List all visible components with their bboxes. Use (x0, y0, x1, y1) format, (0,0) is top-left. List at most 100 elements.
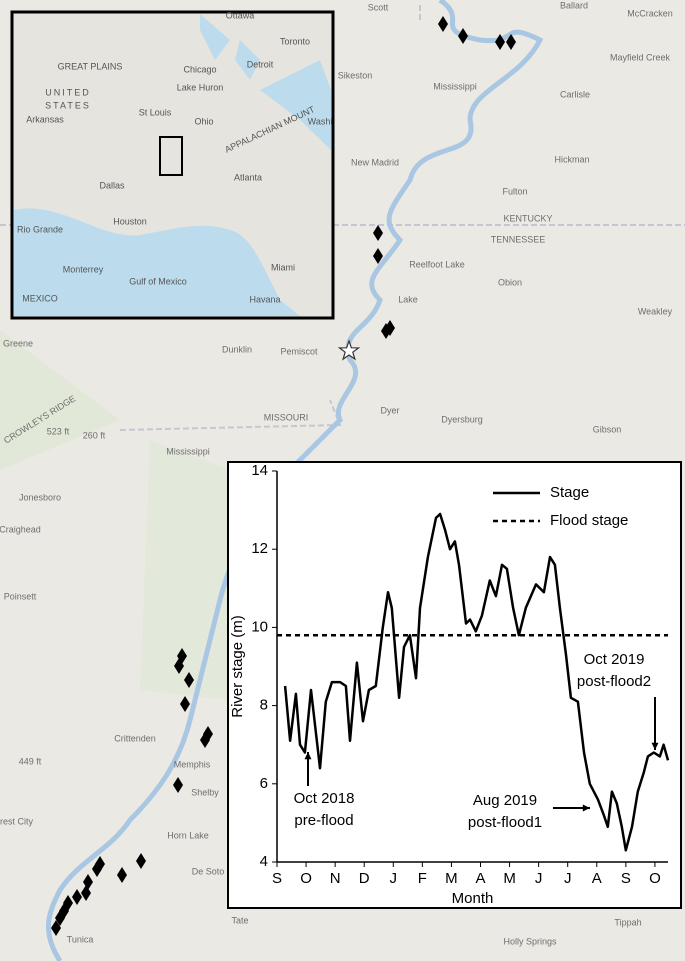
map-label: Mississippi (166, 446, 210, 456)
map-label: Weakley (638, 306, 673, 316)
inset-label: Washi (308, 116, 333, 126)
map-label: Tippah (614, 917, 641, 927)
inset-label: Monterrey (63, 264, 104, 274)
x-tick-label: S (621, 870, 631, 887)
map-label: Scott (368, 2, 389, 12)
x-tick-label: N (330, 870, 341, 887)
map-label: Holly Springs (503, 936, 557, 946)
annotation: Aug 2019 (473, 792, 537, 809)
x-tick-label: O (649, 870, 661, 887)
inset-label: Miami (271, 262, 295, 272)
x-tick-label: M (445, 870, 458, 887)
inset-label: Gulf of Mexico (129, 276, 187, 286)
map-label: Lake (398, 294, 418, 304)
series-line (283, 512, 670, 852)
map-label: Ballard (560, 0, 588, 10)
inset-label: Lake Huron (177, 82, 224, 92)
map-label: Dyer (380, 405, 399, 415)
y-axis-label: River stage (m) (229, 615, 246, 718)
x-tick-label: O (300, 870, 312, 887)
y-tick-label: 12 (251, 540, 268, 557)
site-marker (506, 34, 516, 50)
arrow-head (651, 742, 659, 750)
inset-label: STATES (45, 100, 91, 110)
inset-label: Rio Grande (17, 224, 63, 234)
inset-label: Arkansas (26, 114, 64, 124)
map-label: Mayfield Creek (610, 52, 671, 62)
annotation: pre-flood (294, 812, 353, 829)
site-marker (72, 889, 82, 905)
map-label: Craighead (0, 524, 41, 534)
map-label: Fulton (502, 186, 527, 196)
site-marker (373, 225, 383, 241)
inset-label: Houston (113, 216, 147, 226)
map-label: McCracken (627, 8, 673, 18)
inset-label: St Louis (139, 107, 172, 117)
arrow-head (582, 804, 590, 812)
annotation: Oct 2019 (584, 651, 645, 668)
state-border (0, 5, 685, 431)
map-label: New Madrid (351, 157, 399, 167)
map-label: KENTUCKY (503, 213, 552, 223)
site-marker (51, 920, 61, 936)
site-marker (184, 672, 194, 688)
site-marker (174, 658, 184, 674)
inset-label: Havana (249, 294, 280, 304)
map-label: Hickman (554, 154, 589, 164)
map-label: Horn Lake (167, 830, 209, 840)
map-label: Jonesboro (19, 492, 61, 502)
map-label: rrest City (0, 816, 34, 826)
annotation: post-flood1 (468, 814, 542, 831)
inset-label: GREAT PLAINS (58, 61, 123, 71)
map-label: Pemiscot (280, 346, 318, 356)
map-label: Memphis (174, 759, 211, 769)
map-label: Dyersburg (441, 414, 483, 424)
map-label: Tate (231, 915, 248, 925)
study-area-box (159, 136, 183, 176)
inset-label: Ohio (194, 116, 213, 126)
land-patch (0, 330, 120, 470)
x-tick-label: F (418, 870, 427, 887)
map-label: 260 ft (83, 430, 106, 440)
map-label: 449 ft (19, 756, 42, 766)
x-tick-label: S (272, 870, 282, 887)
site-marker (180, 696, 190, 712)
map-label: MISSOURI (264, 412, 309, 422)
land-patch (140, 440, 230, 700)
site-marker (117, 867, 127, 883)
map-label: Tunica (67, 934, 94, 944)
annotation: Oct 2018 (294, 790, 355, 807)
map-label: Carlisle (560, 89, 590, 99)
x-tick-label: D (359, 870, 370, 887)
map-label: Dunklin (222, 344, 252, 354)
y-tick-label: 8 (260, 697, 268, 714)
x-tick-label: J (535, 870, 543, 887)
annotation: post-flood2 (577, 673, 651, 690)
site-marker (495, 34, 505, 50)
map-label: TENNESSEE (491, 234, 546, 244)
x-tick-label: A (592, 870, 602, 887)
inset-label: Detroit (247, 59, 274, 69)
x-tick-label: A (475, 870, 485, 887)
site-marker (385, 320, 395, 336)
inset-label: Atlanta (234, 172, 262, 182)
map-label: Gibson (593, 424, 622, 434)
map-label: Sikeston (338, 70, 373, 80)
inset-label: Dallas (99, 180, 125, 190)
y-tick-label: 10 (251, 618, 268, 635)
map-label: De Soto (192, 866, 225, 876)
y-tick-label: 14 (251, 462, 268, 479)
site-marker (438, 16, 448, 32)
map-label: Mississippi (433, 81, 477, 91)
site-marker (373, 248, 383, 264)
y-tick-label: 6 (260, 775, 268, 792)
x-axis-label: Month (452, 890, 494, 907)
gauge-star (337, 339, 361, 361)
legend-label: Stage (550, 484, 589, 501)
x-tick-label: J (390, 870, 398, 887)
map-label: Reelfoot Lake (409, 259, 465, 269)
gulf-water (14, 208, 300, 316)
chart-frame (227, 461, 682, 909)
legend-label: Flood stage (550, 512, 628, 529)
